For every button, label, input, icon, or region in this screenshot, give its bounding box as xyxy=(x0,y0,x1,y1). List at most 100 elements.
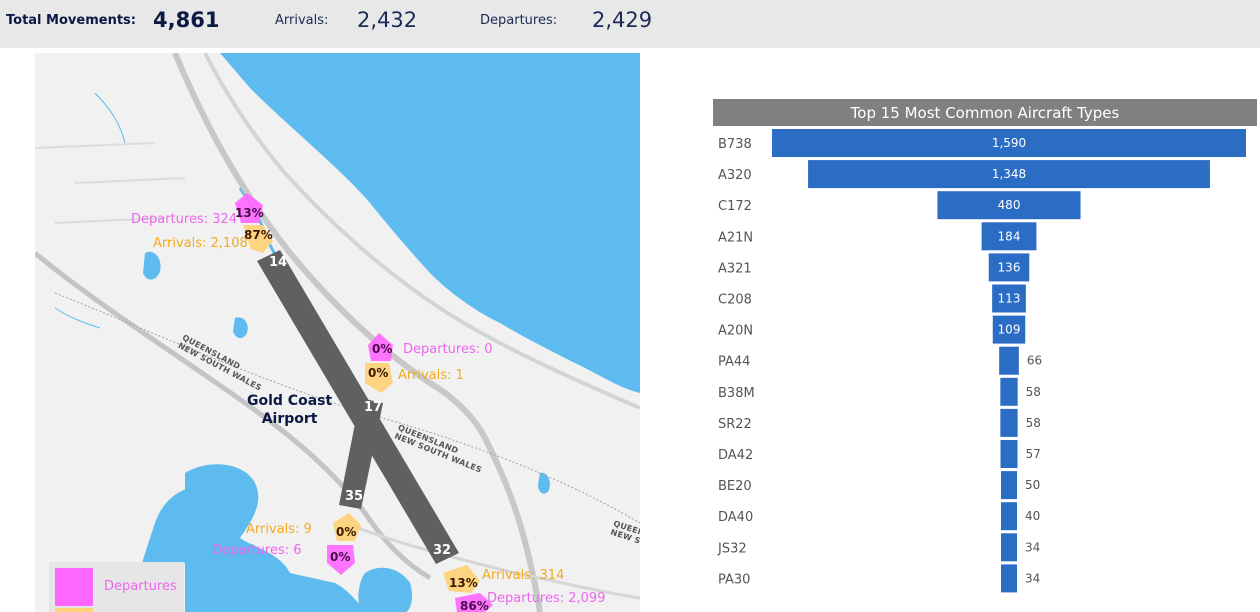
category-label-a321: A321 xyxy=(718,261,752,276)
dep-pct-32: 86% xyxy=(460,599,489,612)
runway-end-32: 32 xyxy=(433,543,452,558)
data-label-sr22: 58 xyxy=(1026,416,1041,430)
category-label-pa30: PA30 xyxy=(718,572,750,587)
arr-pct-35: 0% xyxy=(336,525,357,539)
category-label-a21n: A21N xyxy=(718,230,753,245)
aircraft-types-chart: B738 1,590 A320 1,348 C172 480 A21N 184 A321 136 C… xyxy=(717,129,1246,593)
lake-water xyxy=(185,464,365,612)
airport-map[interactable]: 14 17 35 32 Gold Coast Airport QUEENSLAN… xyxy=(35,53,640,612)
airport-name-line1: Gold Coast xyxy=(247,393,333,409)
legend-departures-swatch xyxy=(55,568,93,606)
departures-label-32: Departures: 2,099 xyxy=(487,591,606,606)
bar-c172[interactable] xyxy=(937,191,1081,220)
bar-b738[interactable] xyxy=(772,129,1246,157)
bar-pa44[interactable] xyxy=(999,346,1019,375)
departures-label: Departures: xyxy=(480,12,558,28)
data-label-a321: 136 xyxy=(998,260,1021,274)
bar-be20[interactable] xyxy=(1001,471,1017,500)
category-label-c172: C172 xyxy=(718,199,752,214)
total-movements-label: Total Movements: xyxy=(6,12,136,28)
category-label-da40: DA40 xyxy=(718,510,753,525)
bar-c208[interactable] xyxy=(992,284,1026,313)
marker-runway-35[interactable] xyxy=(327,513,361,575)
coast-road xyxy=(203,53,640,410)
legend-departures-label: Departures xyxy=(104,579,177,594)
dep-pct-17: 0% xyxy=(372,342,393,356)
marker-runway-17[interactable] xyxy=(365,333,393,393)
marker-runway-32[interactable] xyxy=(443,565,493,612)
data-label-b738: 1,590 xyxy=(992,136,1026,150)
data-label-a20n: 109 xyxy=(998,323,1021,337)
local-road-1 xyxy=(35,142,186,224)
creek-2 xyxy=(94,92,126,144)
runway-end-35: 35 xyxy=(345,489,364,504)
departures-label-14: Departures: 324 xyxy=(131,212,238,227)
highway-road xyxy=(172,53,543,612)
arrivals-value: 2,432 xyxy=(357,8,418,32)
legend-arrivals-swatch xyxy=(55,608,93,612)
bar-a320[interactable] xyxy=(808,160,1210,189)
bar-da40[interactable] xyxy=(1001,502,1017,531)
airport-name-line2: Airport xyxy=(261,411,318,427)
bar-js32[interactable] xyxy=(1001,533,1017,562)
data-label-be20: 50 xyxy=(1025,478,1040,492)
category-label-b738: B738 xyxy=(718,137,752,152)
ocean-water xyxy=(220,53,640,393)
summary-bar: Total Movements: 4,861 Arrivals: 2,432 D… xyxy=(0,0,1260,48)
runway-end-17: 17 xyxy=(364,400,383,415)
airport-name-label: Gold Coast Airport xyxy=(247,392,332,428)
departures-label-17: Departures: 0 xyxy=(403,342,493,357)
lake-water-3 xyxy=(358,567,413,612)
bar-a21n[interactable] xyxy=(981,222,1037,251)
departures-label-35: Departures: 6 xyxy=(212,543,302,558)
bar-da42[interactable] xyxy=(1000,440,1018,468)
data-label-a21n: 184 xyxy=(998,229,1021,243)
runway-17-35 xyxy=(339,398,383,509)
bar-a20n[interactable] xyxy=(992,315,1026,344)
bar-a321[interactable] xyxy=(988,253,1030,282)
category-label-a20n: A20N xyxy=(718,324,753,339)
arrivals-label: Arrivals: xyxy=(275,12,329,28)
category-label-js32: JS32 xyxy=(717,541,747,556)
data-label-da40: 40 xyxy=(1025,509,1040,523)
pond-2 xyxy=(233,317,248,339)
category-label-c208: C208 xyxy=(718,293,752,308)
chart-title: Top 15 Most Common Aircraft Types xyxy=(713,99,1257,126)
arrivals-label-32: Arrivals: 314 xyxy=(482,568,565,583)
data-label-js32: 34 xyxy=(1025,540,1040,554)
runway-14-32 xyxy=(257,250,459,564)
arrivals-label-35: Arrivals: 9 xyxy=(246,522,312,537)
category-label-sr22: SR22 xyxy=(718,417,752,432)
data-label-a320: 1,348 xyxy=(992,167,1026,181)
pond-1 xyxy=(143,251,161,280)
data-label-pa44: 66 xyxy=(1027,354,1042,368)
data-label-c208: 113 xyxy=(998,292,1021,306)
departures-value: 2,429 xyxy=(592,8,653,32)
dep-pct-14: 13% xyxy=(235,206,264,220)
data-label-pa30: 34 xyxy=(1025,571,1040,585)
bar-pa30[interactable] xyxy=(1001,564,1017,593)
bar-b38m[interactable] xyxy=(1000,377,1018,406)
bar-sr22[interactable] xyxy=(1000,408,1018,437)
pond-3 xyxy=(538,472,550,494)
map-legend: Departures xyxy=(49,562,184,612)
arr-pct-17: 0% xyxy=(368,366,389,380)
total-movements-value: 4,861 xyxy=(153,8,220,32)
motorway-road xyxy=(35,251,432,581)
runway-end-14: 14 xyxy=(269,255,288,270)
category-label-pa44: PA44 xyxy=(718,355,750,370)
category-label-a320: A320 xyxy=(718,168,752,183)
arrivals-label-14: Arrivals: 2,108 xyxy=(153,236,248,251)
category-label-b38m: B38M xyxy=(718,386,755,401)
marker-runway-14[interactable] xyxy=(235,193,273,253)
arrivals-label-17: Arrivals: 1 xyxy=(398,368,464,383)
arr-pct-32: 13% xyxy=(449,576,478,590)
south-road xyxy=(344,521,640,600)
arr-pct-14: 87% xyxy=(244,228,273,242)
map-canvas xyxy=(35,53,640,612)
data-label-da42: 57 xyxy=(1025,447,1040,461)
category-label-da42: DA42 xyxy=(718,448,753,463)
data-label-b38m: 58 xyxy=(1026,385,1041,399)
creek-3 xyxy=(54,307,101,329)
data-label-c172: 480 xyxy=(998,198,1021,212)
